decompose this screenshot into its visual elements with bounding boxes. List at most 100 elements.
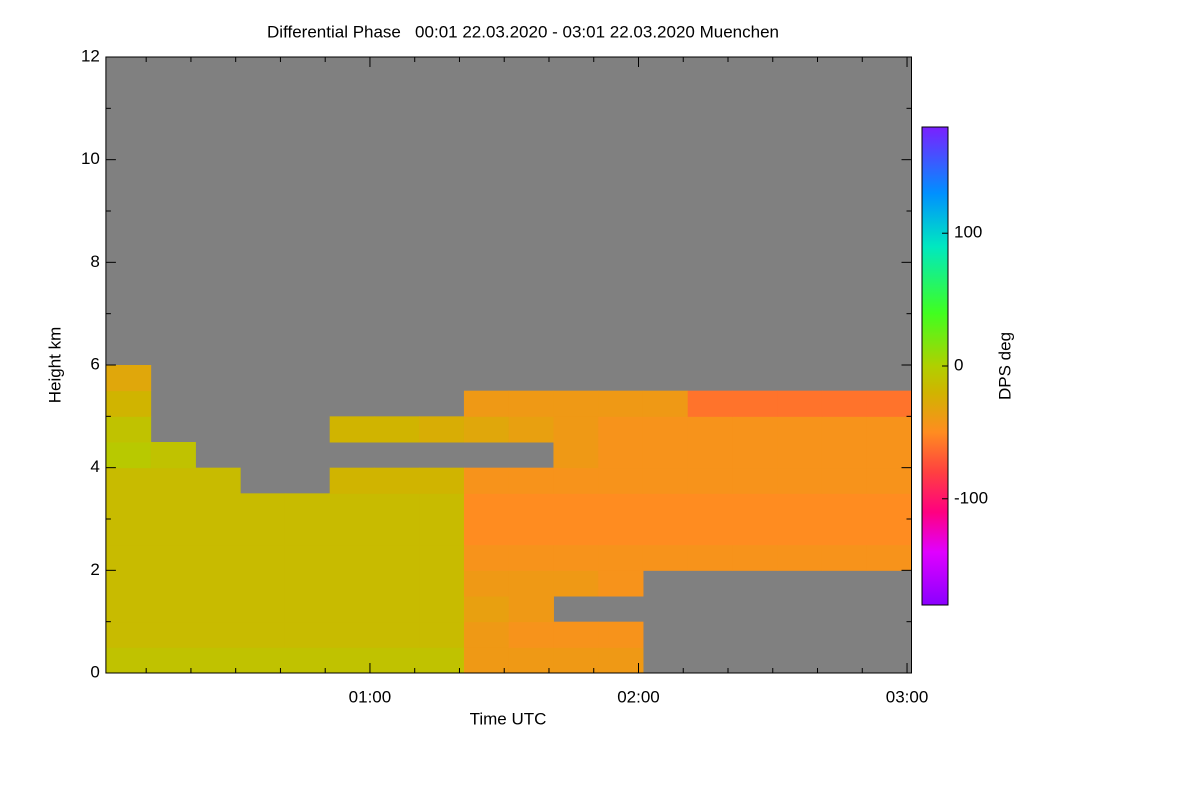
heat-cell	[374, 467, 420, 494]
heat-cell	[105, 442, 152, 469]
heat-cell	[463, 621, 510, 648]
heat-cell	[195, 596, 241, 623]
heat-cell	[284, 621, 331, 648]
heat-cell	[240, 570, 286, 597]
heat-cell	[195, 621, 241, 648]
heat-cell	[105, 519, 152, 546]
heat-cell	[732, 390, 778, 417]
heat-cell	[374, 493, 420, 520]
heat-cell	[150, 621, 196, 648]
heat-cell	[732, 442, 778, 469]
heat-cell	[821, 493, 868, 520]
heat-cell	[329, 570, 375, 597]
heat-cell	[463, 519, 510, 546]
heat-cell	[463, 467, 510, 494]
heat-cell	[150, 493, 196, 520]
y-tick-label: 2	[90, 560, 99, 579]
heat-cell	[419, 570, 465, 597]
heat-cell	[463, 416, 510, 443]
heat-cell	[105, 467, 152, 494]
heat-cell	[150, 647, 196, 674]
heat-cell	[195, 570, 241, 597]
heat-cell	[195, 467, 241, 494]
heat-cell	[732, 493, 778, 520]
heat-cell	[374, 416, 420, 443]
heat-cell	[105, 544, 152, 571]
heat-cell	[374, 544, 420, 571]
heat-cell	[687, 467, 733, 494]
heat-cell	[821, 442, 868, 469]
heat-cell	[777, 544, 823, 571]
heat-cell	[553, 621, 599, 648]
colorbar-label: DPS deg	[995, 332, 1014, 400]
heat-cell	[508, 647, 554, 674]
heat-cell	[508, 570, 554, 597]
heat-cell	[642, 390, 689, 417]
heat-cell	[240, 544, 286, 571]
heat-cell	[866, 390, 912, 417]
y-axis-label: Height km	[45, 327, 64, 404]
heat-cell	[195, 544, 241, 571]
x-tick-label: 02:00	[617, 687, 660, 706]
heat-cell	[463, 544, 510, 571]
heat-cell	[687, 544, 733, 571]
heat-cell	[642, 467, 689, 494]
heat-cell	[329, 544, 375, 571]
colorbar-tick-label: 0	[954, 355, 963, 374]
heat-cell	[419, 519, 465, 546]
heat-cell	[508, 467, 554, 494]
heat-cell	[329, 416, 375, 443]
heat-cell	[732, 467, 778, 494]
heat-cell	[463, 390, 510, 417]
heat-cell	[374, 647, 420, 674]
heat-cell	[821, 544, 868, 571]
heat-cell	[598, 493, 644, 520]
heat-cell	[553, 519, 599, 546]
heat-cell	[329, 519, 375, 546]
heat-cell	[105, 621, 152, 648]
heat-cell	[374, 570, 420, 597]
heat-cell	[105, 493, 152, 520]
y-tick-label: 0	[90, 662, 99, 681]
heat-cell	[419, 416, 465, 443]
heat-cell	[732, 544, 778, 571]
heat-cell	[150, 544, 196, 571]
heat-cell	[419, 647, 465, 674]
heat-cell	[821, 467, 868, 494]
y-tick-label: 10	[81, 149, 100, 168]
heat-cell	[866, 467, 912, 494]
heat-cell	[419, 596, 465, 623]
heat-cell	[329, 621, 375, 648]
heat-cell	[777, 519, 823, 546]
heat-cell	[150, 570, 196, 597]
heat-cell	[732, 416, 778, 443]
heat-cell	[777, 493, 823, 520]
heat-cell	[508, 416, 554, 443]
y-tick-label: 8	[90, 252, 99, 271]
heat-cell	[642, 442, 689, 469]
heat-cell	[553, 416, 599, 443]
y-tick-label: 6	[90, 354, 99, 373]
heat-cell	[150, 596, 196, 623]
heat-cell	[598, 621, 644, 648]
heat-cell	[419, 621, 465, 648]
heat-cell	[687, 390, 733, 417]
heat-cell	[105, 416, 152, 443]
heat-cell	[598, 416, 644, 443]
heat-cell	[284, 519, 331, 546]
y-tick-label: 4	[90, 457, 99, 476]
heat-cell	[508, 519, 554, 546]
heat-cell	[866, 442, 912, 469]
heat-cell	[195, 519, 241, 546]
heat-cell	[821, 519, 868, 546]
heat-cell	[642, 519, 689, 546]
heat-cell	[284, 493, 331, 520]
heat-cell	[105, 570, 152, 597]
heat-cell	[374, 519, 420, 546]
heat-cell	[374, 596, 420, 623]
heat-cell	[777, 416, 823, 443]
heat-cell	[419, 544, 465, 571]
x-axis-label: Time UTC	[470, 709, 547, 728]
heat-cell	[553, 467, 599, 494]
